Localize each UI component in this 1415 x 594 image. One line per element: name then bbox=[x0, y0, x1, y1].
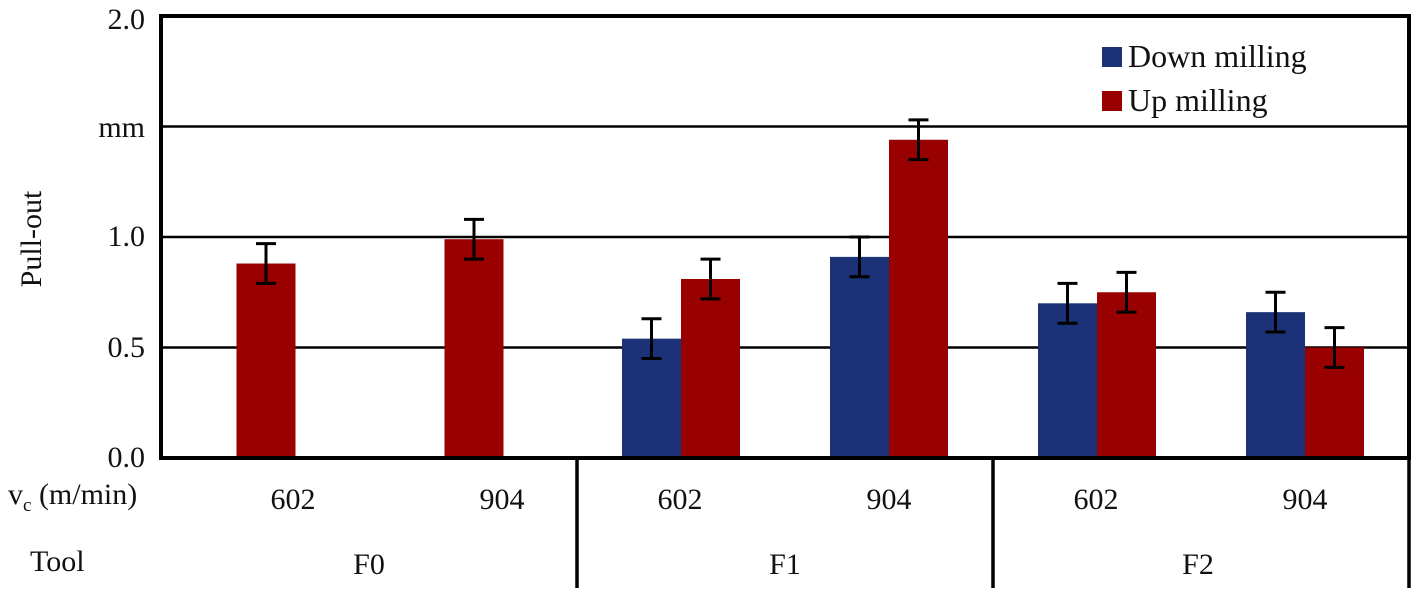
legend-swatch-down-icon bbox=[1102, 46, 1122, 67]
speed-label: 602 bbox=[657, 483, 703, 516]
error-bar bbox=[464, 217, 484, 261]
speed-label: 904 bbox=[479, 483, 525, 516]
speed-label: 602 bbox=[270, 483, 316, 516]
speed-label: 602 bbox=[1073, 483, 1119, 516]
bar-down-milling bbox=[1246, 312, 1305, 458]
legend-swatch-up-icon bbox=[1102, 90, 1122, 111]
legend-item-up-milling: Up milling bbox=[1102, 82, 1268, 119]
error-bar bbox=[641, 317, 662, 361]
gridlines bbox=[161, 125, 1409, 349]
tool-label-f2: F2 bbox=[1182, 548, 1214, 581]
error-bar bbox=[1116, 270, 1137, 314]
error-bar bbox=[1324, 326, 1345, 369]
bar-up-milling bbox=[1097, 292, 1156, 458]
legend-item-down-milling: Down milling bbox=[1102, 38, 1307, 75]
error-bar bbox=[700, 257, 721, 301]
bar-down-milling bbox=[830, 256, 889, 458]
bar-up-milling bbox=[681, 278, 740, 458]
bars bbox=[236, 118, 1364, 458]
tool-label-f0: F0 bbox=[353, 548, 385, 581]
bar-up-milling bbox=[444, 239, 504, 458]
speed-label: 904 bbox=[866, 483, 912, 516]
vc-axis-label: vc (m/min) bbox=[8, 478, 138, 516]
error-bar bbox=[256, 242, 276, 285]
y-tick-0-5: 0.5 bbox=[107, 331, 146, 364]
error-bar bbox=[1265, 290, 1286, 334]
y-tick-1-0: 1.0 bbox=[107, 220, 146, 253]
error-bar bbox=[908, 118, 929, 162]
error-bar bbox=[849, 235, 870, 279]
bar-up-milling bbox=[236, 263, 296, 458]
bar-up-milling bbox=[889, 139, 948, 458]
axes-frame bbox=[159, 14, 1411, 588]
bar-down-milling bbox=[1038, 303, 1097, 458]
y-tick-0-0: 0.0 bbox=[107, 441, 146, 474]
tool-label-f1: F1 bbox=[769, 548, 801, 581]
speed-label: 904 bbox=[1282, 483, 1328, 516]
error-bar bbox=[1057, 281, 1078, 325]
legend-label-up: Up milling bbox=[1128, 82, 1268, 118]
y-tick-unit: mm bbox=[98, 111, 145, 144]
tool-axis-label: Tool bbox=[30, 545, 85, 578]
legend-label-down: Down milling bbox=[1128, 38, 1307, 74]
plot-frame bbox=[159, 14, 1411, 460]
y-tick-2-0: 2.0 bbox=[107, 3, 146, 36]
